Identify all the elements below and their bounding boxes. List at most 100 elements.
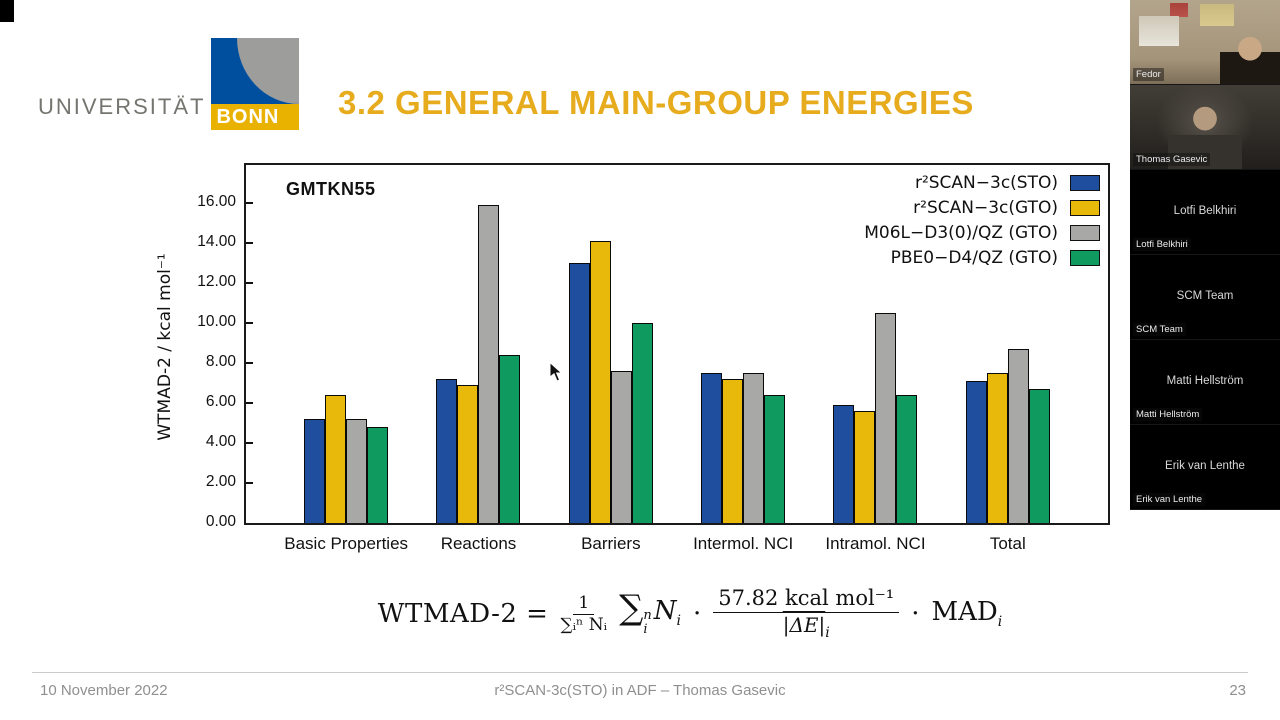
legend-label: r²SCAN−3c(GTO)	[913, 198, 1058, 218]
bar	[346, 419, 368, 523]
y-tick-mark	[246, 482, 253, 484]
bar	[436, 379, 458, 523]
sum-subscript: i	[643, 621, 648, 637]
participant-tile[interactable]: SCM Team SCM Team	[1130, 255, 1280, 340]
participant-name: Matti Hellström	[1166, 375, 1244, 388]
y-tick-mark	[246, 362, 253, 364]
wtmad2-formula: WTMAD-2 = 1 ∑ᵢⁿ Nᵢ ∑ n i Ni · 57.82 kcal mo…	[100, 586, 1280, 642]
formula-tail: MADi	[931, 597, 1002, 630]
y-tick-label: 2.00	[205, 473, 236, 490]
bar	[631, 323, 653, 523]
x-axis-category-label: Reactions	[440, 534, 517, 553]
formula-dot-1: ·	[692, 598, 702, 629]
bar	[325, 395, 347, 523]
bar	[610, 371, 632, 523]
formula-sum-term: ∑ n i Ni	[619, 591, 681, 638]
presentation-slide: UNIVERSITÄT BONN 3.2 GENERAL MAIN-GROUP …	[0, 0, 1110, 642]
bar	[701, 373, 723, 523]
bar-group	[809, 165, 941, 523]
sigma-symbol: ∑	[619, 587, 644, 628]
delta-e-subscript: i	[825, 625, 830, 642]
bar	[457, 385, 479, 523]
y-tick-mark	[246, 282, 253, 284]
footer-page-number: 23	[1229, 682, 1246, 699]
formula-frac1-numerator: 1	[573, 593, 595, 615]
participant-tile[interactable]: Thomas Gasevic	[1130, 85, 1280, 170]
y-axis-label: WTMAD-2 / kcal mol⁻¹	[155, 253, 175, 441]
slide-title: 3.2 GENERAL MAIN-GROUP ENERGIES	[338, 84, 974, 121]
participant-name: Lotfi Belkhiri	[1173, 205, 1237, 218]
bar	[743, 373, 765, 523]
y-tick-label: 6.00	[205, 393, 236, 410]
y-tick-label: 12.00	[197, 273, 236, 290]
plot-area: GMTKN55 r²SCAN−3c(STO) r²SCAN−3c(GTO) M06L…	[244, 163, 1110, 525]
bonn-logo-shape	[211, 38, 300, 104]
y-tick-label: 8.00	[205, 353, 236, 370]
y-tick-mark	[246, 242, 253, 244]
participant-name-label: Thomas Gasevic	[1133, 153, 1211, 166]
formula-lhs: WTMAD-2 =	[377, 598, 549, 629]
bonn-logo-swoosh	[237, 38, 300, 104]
bar	[722, 379, 744, 523]
bar	[499, 355, 521, 523]
y-tick-label: 16.00	[197, 193, 236, 210]
bar	[965, 381, 987, 523]
bar	[833, 405, 855, 523]
mad-subscript: i	[997, 614, 1003, 631]
legend-label: M06L−D3(0)/QZ (GTO)	[864, 223, 1058, 243]
y-tick-mark	[246, 442, 253, 444]
legend-entry: M06L−D3(0)/QZ (GTO)	[864, 223, 1100, 243]
bars-row	[246, 165, 1108, 523]
bonn-logo-mark: BONN	[211, 38, 300, 130]
participant-tile[interactable]: Fedor	[1130, 0, 1280, 85]
legend-swatch	[1070, 250, 1100, 266]
bar	[1007, 349, 1029, 523]
y-axis-ticks: 0.00 2.00 4.00 6.00 8.00 10.00 12.00 14.00 16.00	[180, 163, 244, 563]
bar-group	[545, 165, 677, 523]
x-axis-category-label: Intramol. NCI	[825, 534, 926, 553]
bar-group	[942, 165, 1074, 523]
legend-label: r²SCAN−3c(STO)	[914, 173, 1058, 193]
x-axis-labels: Basic Properties Reactions Barriers Intermo…	[244, 525, 1110, 561]
mad-term: MAD	[931, 597, 998, 628]
participant-name-label: Erik van Lenthe	[1133, 493, 1206, 506]
y-tick-label: 4.00	[205, 433, 236, 450]
chart-main-column: GMTKN55 r²SCAN−3c(STO) r²SCAN−3c(GTO) M06L…	[244, 163, 1110, 563]
participant-name: SCM Team	[1176, 290, 1234, 303]
participant-name-label: SCM Team	[1133, 323, 1186, 336]
participant-name-label: Lotfi Belkhiri	[1133, 238, 1191, 251]
bar-group	[280, 165, 412, 523]
bar	[589, 241, 611, 523]
formula-fraction-1: 1 ∑ᵢⁿ Nᵢ	[560, 593, 607, 636]
bar	[764, 395, 786, 523]
footer-presentation-title: r²SCAN-3c(STO) in ADF – Thomas Gasevic	[494, 682, 786, 699]
y-tick-label: 10.00	[197, 313, 236, 330]
y-tick-label: 14.00	[197, 233, 236, 250]
legend-swatch	[1070, 175, 1100, 191]
participant-tile[interactable]: Erik van Lenthe Erik van Lenthe	[1130, 425, 1280, 510]
formula-frac1-denominator: ∑ᵢⁿ Nᵢ	[560, 614, 608, 635]
y-tick-label: 0.00	[205, 513, 236, 530]
bar-group	[412, 165, 544, 523]
sum-superscript: n	[643, 607, 652, 623]
bar	[986, 373, 1008, 523]
y-axis-label-column: WTMAD-2 / kcal mol⁻¹	[150, 163, 180, 563]
legend-swatch	[1070, 200, 1100, 216]
participant-name-label: Matti Hellström	[1133, 408, 1203, 421]
legend-label: PBE0−D4/QZ (GTO)	[890, 248, 1058, 268]
bar	[304, 419, 326, 523]
participant-tile[interactable]: Lotfi Belkhiri Lotfi Belkhiri	[1130, 170, 1280, 255]
x-axis-category-label: Total	[989, 534, 1026, 553]
chart-legend: r²SCAN−3c(STO) r²SCAN−3c(GTO) M06L−D3(0)/Q…	[864, 173, 1100, 268]
bonn-logo-wordmark: BONN	[211, 104, 300, 130]
bar	[896, 395, 918, 523]
bar	[875, 313, 897, 523]
participant-tile[interactable]: Matti Hellström Matti Hellström	[1130, 340, 1280, 425]
bar	[367, 427, 389, 523]
participant-name-label: Fedor	[1133, 68, 1164, 81]
x-axis-category-label: Basic Properties	[284, 534, 409, 553]
bar	[1028, 389, 1050, 523]
bar	[854, 411, 876, 523]
y-tick-mark	[246, 202, 253, 204]
bar-chart: WTMAD-2 / kcal mol⁻¹ 0.00 2.00 4.00 6.00 8.0…	[150, 163, 1110, 563]
